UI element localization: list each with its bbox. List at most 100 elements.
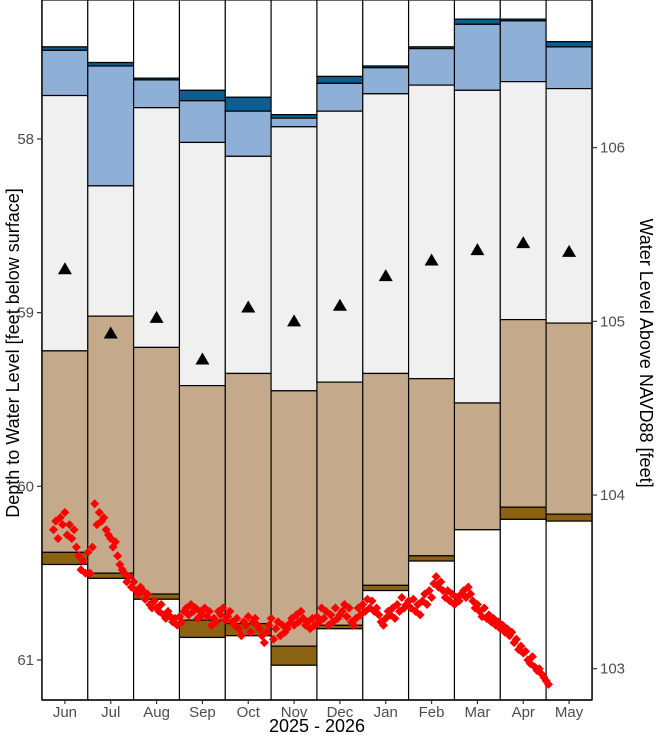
median-band-segment — [316, 110, 364, 383]
x-axis-title: 2025 - 2026 — [269, 716, 365, 736]
daily-value-point — [216, 610, 226, 620]
median-band-segment — [499, 81, 547, 321]
daily-value-point — [266, 613, 276, 623]
p10-band-segment — [407, 555, 456, 562]
p25-band-segment — [41, 350, 89, 553]
p90-band-segment — [453, 18, 502, 25]
p25-band-segment — [362, 372, 410, 586]
p75-band-segment — [453, 23, 502, 91]
min-band-segment — [316, 628, 364, 701]
median-band-segment — [362, 93, 410, 375]
p25-band-segment — [545, 322, 593, 515]
daily-value-point — [521, 646, 531, 656]
p10-band-segment — [270, 645, 318, 666]
daily-value-point — [367, 596, 377, 606]
median-marker — [378, 269, 393, 282]
median-band-segment — [41, 94, 89, 352]
daily-value-point — [211, 617, 221, 627]
p25-band-segment — [270, 390, 318, 647]
median-marker — [57, 262, 72, 275]
daily-value-point — [248, 617, 258, 627]
median-band-segment — [87, 185, 135, 317]
daily-value-point — [246, 627, 256, 637]
median-band-segment — [224, 155, 272, 375]
max-band-segment — [545, 0, 593, 43]
daily-value-point — [259, 638, 269, 648]
median-marker — [470, 243, 485, 256]
x-tick-label-jul: Jul — [101, 704, 120, 721]
daily-value-point — [236, 631, 246, 641]
median-markers — [57, 236, 577, 365]
daily-value-point — [415, 610, 425, 620]
p10-band-segment — [499, 506, 547, 520]
p25-band-segment — [499, 319, 547, 508]
y-axis-title: Depth to Water Level [feet below surface… — [3, 188, 23, 518]
monthly-percentile-bars — [41, 0, 593, 701]
daily-value-point — [349, 620, 359, 630]
right-axis-ticks: 103 104 105 106 — [592, 140, 625, 678]
daily-value-point — [438, 586, 448, 596]
daily-value-point — [296, 606, 306, 616]
daily-value-point — [397, 593, 407, 603]
daily-value-point — [319, 613, 329, 623]
x-tick-label-jan: Jan — [374, 704, 398, 721]
daily-value-point — [390, 613, 400, 623]
left-axis-ticks: 58 59 60 61 — [17, 131, 42, 669]
daily-value-point — [204, 606, 214, 616]
median-marker — [287, 314, 302, 327]
min-band-segment — [545, 520, 593, 701]
daily-value-point — [232, 613, 242, 623]
daily-value-point — [149, 596, 159, 606]
y-tick-label: 59 — [17, 305, 34, 322]
daily-value-point — [124, 572, 134, 582]
daily-value-point — [255, 624, 265, 634]
p90-band-segment — [178, 89, 227, 102]
daily-value-point — [113, 551, 123, 561]
x-axis-ticks: Jun Jul Aug Sep Oct Nov Dec Jan Feb Mar Apr May — [53, 700, 584, 721]
daily-value-point — [358, 599, 368, 609]
daily-value-point — [156, 599, 166, 609]
daily-value-point — [243, 612, 253, 622]
daily-value-point — [142, 589, 152, 599]
daily-value-point — [90, 499, 100, 509]
x-tick-label-dec: Dec — [327, 704, 354, 721]
x-tick-label-mar: Mar — [464, 704, 490, 721]
daily-value-point — [74, 551, 84, 561]
max-band-segment — [41, 0, 89, 48]
y2-tick-label: 105 — [600, 313, 625, 330]
median-band-segment — [178, 141, 227, 387]
daily-value-point — [436, 577, 446, 587]
percentile-bar-feb — [407, 0, 456, 701]
min-band-segment — [270, 664, 318, 701]
percentile-bar-sep — [178, 0, 227, 701]
daily-value-point — [337, 606, 347, 616]
daily-value-point — [48, 525, 58, 535]
daily-value-point — [218, 603, 228, 613]
daily-value-point — [250, 613, 260, 623]
max-band-segment — [224, 0, 272, 98]
daily-value-point — [225, 606, 235, 616]
p75-band-segment — [499, 20, 547, 83]
daily-value-point — [83, 547, 93, 557]
daily-value-point — [511, 634, 521, 644]
daily-value-point — [81, 568, 91, 578]
p25-band-segment — [132, 346, 181, 595]
x-tick-label-nov: Nov — [281, 704, 308, 721]
daily-value-point — [431, 572, 441, 582]
daily-value-point — [65, 520, 74, 530]
median-marker — [149, 310, 164, 323]
p90-band-segment — [224, 96, 272, 112]
daily-value-point — [372, 603, 382, 613]
p25-band-segment — [407, 378, 456, 557]
x-tick-label-feb: Feb — [419, 704, 445, 721]
daily-value-point — [472, 599, 482, 609]
percentile-bar-dec — [316, 0, 364, 701]
daily-value-point — [466, 589, 476, 599]
daily-value-point — [408, 594, 418, 604]
median-marker — [241, 300, 256, 313]
p75-band-segment — [41, 49, 89, 97]
y2-axis-title: Water Level Above NAVD88 [feet] — [636, 218, 656, 487]
daily-values — [48, 499, 553, 689]
p25-band-segment — [224, 372, 272, 625]
daily-value-point — [427, 593, 437, 603]
